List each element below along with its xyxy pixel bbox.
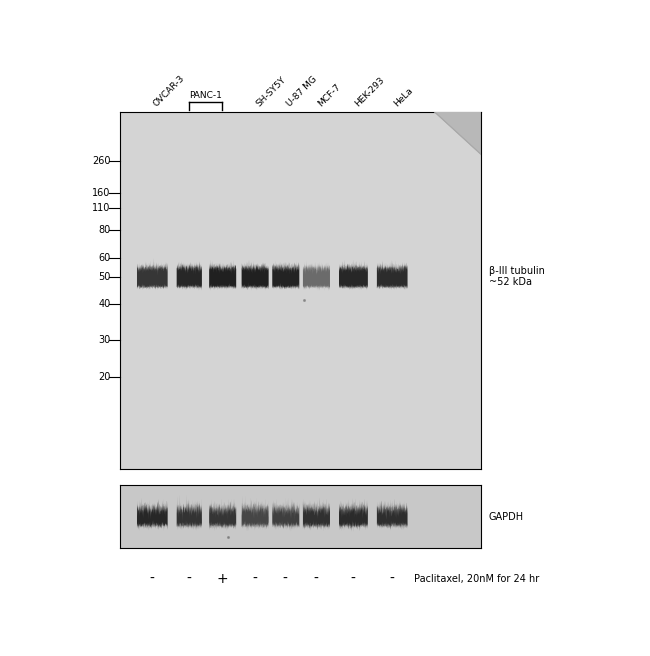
Text: PANC-1: PANC-1 [189, 91, 222, 100]
Polygon shape [434, 112, 481, 154]
Text: -: - [283, 572, 288, 586]
Text: SH-SY5Y: SH-SY5Y [255, 75, 288, 108]
Text: U-87 MG: U-87 MG [285, 74, 319, 108]
Text: 110: 110 [92, 203, 111, 213]
Text: -: - [252, 572, 257, 586]
Text: -: - [150, 572, 154, 586]
Text: +: + [216, 572, 228, 586]
Text: GAPDH: GAPDH [489, 512, 524, 522]
Text: -: - [313, 572, 318, 586]
Text: 20: 20 [98, 372, 110, 382]
Text: 160: 160 [92, 188, 111, 198]
Text: 80: 80 [98, 225, 110, 236]
Text: β-III tubulin
~52 kDa: β-III tubulin ~52 kDa [489, 266, 545, 287]
Text: 60: 60 [98, 253, 110, 263]
Text: MCF-7: MCF-7 [316, 82, 342, 108]
Text: 40: 40 [98, 299, 110, 309]
Text: -: - [350, 572, 356, 586]
Text: 260: 260 [92, 156, 111, 166]
Text: -: - [389, 572, 394, 586]
Text: HeLa: HeLa [392, 86, 414, 108]
Text: Paclitaxel, 20nM for 24 hr: Paclitaxel, 20nM for 24 hr [413, 574, 539, 584]
Text: 30: 30 [98, 335, 110, 345]
Text: -: - [187, 572, 191, 586]
Text: OVCAR-3: OVCAR-3 [152, 73, 187, 108]
Text: 50: 50 [98, 272, 110, 281]
Text: HEK-293: HEK-293 [353, 75, 386, 108]
